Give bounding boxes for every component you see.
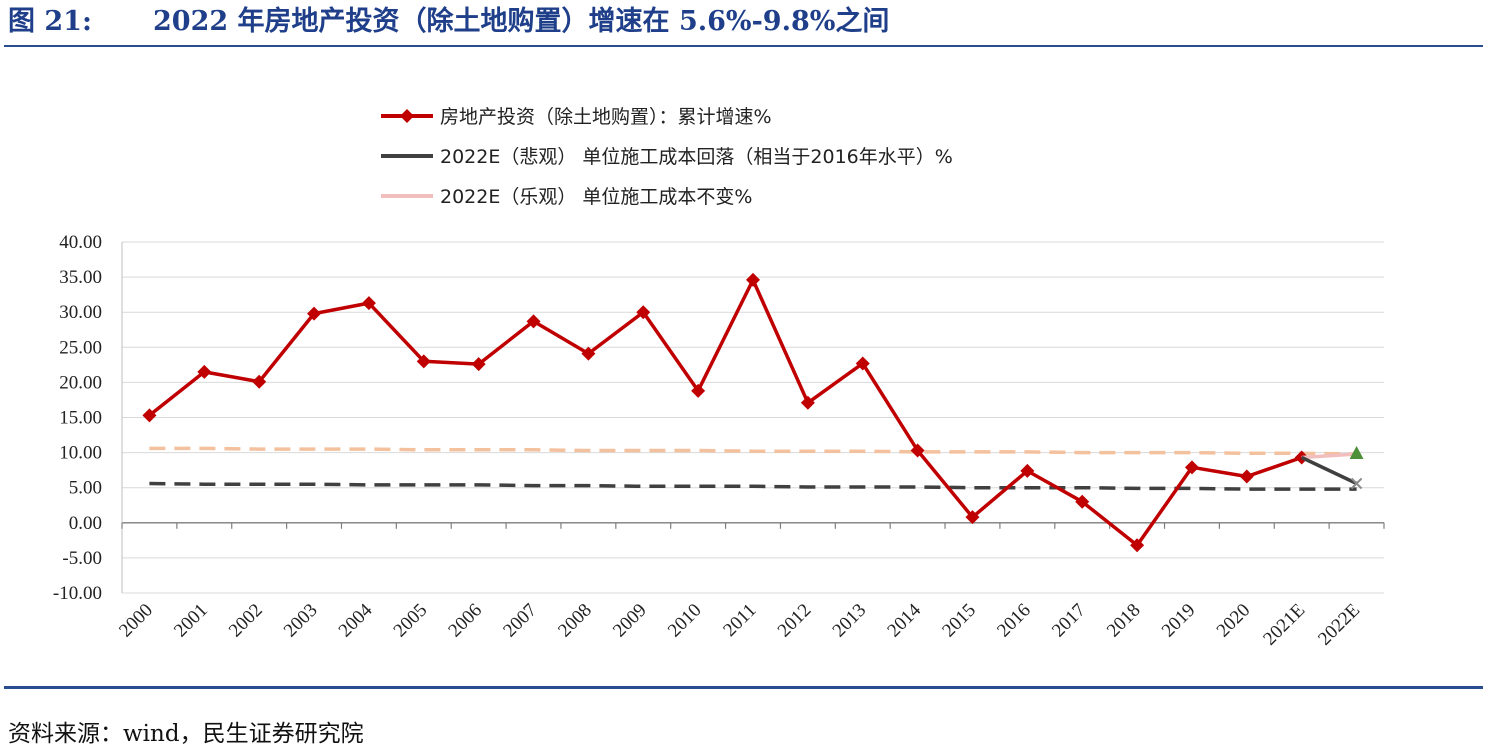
- legend-marker: [400, 109, 414, 123]
- investment-growth-point: [142, 408, 157, 423]
- investment-growth-line: [148, 278, 1303, 548]
- pessimistic-scenario-line: [1300, 455, 1358, 486]
- x-tick-label: 2011: [719, 600, 760, 641]
- y-tick-label: 25.00: [59, 337, 102, 358]
- investment-growth-point: [1239, 469, 1254, 484]
- investment-growth-point: [965, 510, 980, 525]
- investment-growth-point: [526, 314, 541, 329]
- legend-label: 房地产投资（除土地购置）：累计增速%: [440, 106, 772, 128]
- source-note: 资料来源：wind，民生证券研究院: [8, 721, 364, 747]
- bottom-rule: [4, 686, 1483, 689]
- investment-growth-point: [581, 346, 596, 361]
- y-tick-label: 15.00: [59, 408, 102, 429]
- y-tick-label: 35.00: [59, 267, 102, 288]
- y-tick-label: 10.00: [59, 443, 102, 464]
- investment-growth-point: [1130, 538, 1145, 553]
- x-tick-label: 2002: [225, 600, 267, 642]
- investment-growth-point: [746, 272, 760, 287]
- pessimistic-scenario-point: [1350, 477, 1363, 490]
- x-tick-label: 2007: [499, 600, 541, 642]
- legend-item-optimistic: 2022E（乐观） 单位施工成本不变%: [381, 186, 752, 208]
- gridlines: [122, 241, 1384, 594]
- figure-title-text: 2022 年房地产投资（除土地购置）增速在 5.6%-9.8%之间: [153, 6, 890, 37]
- x-tick-label: 2013: [829, 600, 871, 642]
- investment-growth-point: [197, 364, 212, 379]
- x-tick-label: 2008: [554, 600, 596, 642]
- x-tick-label: 2020: [1213, 600, 1255, 642]
- y-tick-label: -5.00: [62, 548, 102, 569]
- optimistic-trend-line: [149, 446, 1357, 456]
- optimistic-scenario-line: [1301, 452, 1357, 460]
- x-tick-label: 2012: [774, 600, 816, 642]
- investment-growth-point: [1075, 494, 1090, 509]
- investment-growth-point: [307, 306, 322, 321]
- x-tick-label: 2005: [390, 600, 432, 642]
- investment-growth-point: [800, 395, 815, 410]
- legend: 房地产投资（除土地购置）：累计增速% 2022E（悲观） 单位施工成本回落（相当于…: [381, 106, 953, 208]
- x-tick-label: 2018: [1103, 600, 1145, 642]
- x-tick-label: 2004: [335, 599, 377, 641]
- x-tick-label: 2010: [664, 600, 706, 642]
- x-tick-label: 2001: [170, 600, 212, 642]
- x-tick-label: 2014: [883, 599, 925, 641]
- x-tick-label: 2016: [993, 600, 1035, 642]
- legend-label: 2022E（悲观） 单位施工成本回落（相当于2016年水平）%: [440, 146, 953, 168]
- top-rule: [4, 45, 1483, 47]
- investment-growth-point: [691, 383, 706, 398]
- optimistic-scenario-point: [1349, 446, 1364, 460]
- figure-title: 图 21: 2022 年房地产投资（除土地购置）增速在 5.6%-9.8%之间: [8, 4, 889, 40]
- investment-growth-point: [361, 296, 376, 311]
- x-tick-label: 2006: [444, 600, 486, 642]
- x-tick-label: 2015: [938, 600, 980, 642]
- legend-item-pessimistic: 2022E（悲观） 单位施工成本回落（相当于2016年水平）%: [381, 146, 953, 168]
- investment-growth-point: [1020, 463, 1035, 478]
- x-tick-label: 2019: [1158, 600, 1200, 642]
- pessimistic-trend-line: [149, 481, 1357, 491]
- y-tick-label: 40.00: [59, 232, 102, 253]
- figure-number: 图 21:: [8, 6, 92, 37]
- x-tick-label: 2000: [115, 600, 157, 642]
- legend-label: 2022E（乐观） 单位施工成本不变%: [440, 186, 752, 208]
- series-layer: [142, 272, 1364, 553]
- axes: 40.00 35.00 30.00 25.00 20.00 15.00 10.00 5.00 0…: [53, 232, 1385, 650]
- x-tick-label: 2003: [280, 600, 322, 642]
- y-tick-label: 5.00: [69, 478, 102, 499]
- x-tick-label: 2022E: [1314, 600, 1364, 650]
- investment-growth-point: [416, 354, 431, 369]
- investment-growth-point: [471, 357, 486, 372]
- y-tick-label: 20.00: [59, 372, 102, 393]
- y-tick-label: -10.00: [53, 583, 102, 604]
- y-tick-label: 30.00: [59, 302, 102, 323]
- legend-item-investment: 房地产投资（除土地购置）：累计增速%: [381, 106, 772, 128]
- x-tick-label: 2021E: [1259, 600, 1309, 650]
- x-tick-label: 2009: [609, 600, 651, 642]
- investment-growth-point: [252, 374, 267, 389]
- investment-growth-point: [1184, 460, 1199, 475]
- investment-growth-point: [910, 443, 925, 458]
- investment-growth-point: [855, 356, 870, 371]
- x-tick-label: 2017: [1048, 600, 1090, 642]
- investment-growth-point: [636, 305, 651, 320]
- y-tick-label: 0.00: [69, 513, 102, 534]
